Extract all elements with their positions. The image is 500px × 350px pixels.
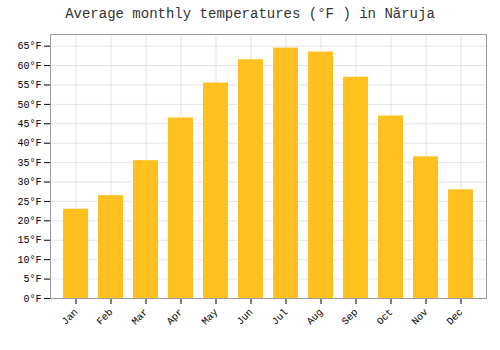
- svg-text:55°F: 55°F: [17, 80, 41, 91]
- svg-text:65°F: 65°F: [17, 41, 41, 52]
- html-text:Average monthly temperatures (: Average monthly temperatures (°F ) in Nă…: [65, 6, 435, 22]
- svg-text:35°F: 35°F: [17, 158, 41, 169]
- svg-text:40°F: 40°F: [17, 138, 41, 149]
- svg-text:Feb: Feb: [95, 307, 116, 328]
- svg-text:10°F: 10°F: [17, 255, 41, 266]
- svg-text:Jul: Jul: [270, 307, 291, 328]
- svg-text:0°F: 0°F: [23, 294, 41, 305]
- svg-text:Jun: Jun: [235, 307, 256, 328]
- svg-text:15°F: 15°F: [17, 235, 41, 246]
- svg-text:5°F: 5°F: [23, 274, 41, 285]
- svg-text:Oct: Oct: [375, 307, 396, 328]
- svg-text:Apr: Apr: [165, 307, 186, 328]
- svg-text:Dec: Dec: [445, 307, 466, 328]
- svg-text:Jan: Jan: [60, 307, 81, 328]
- svg-text:30°F: 30°F: [17, 177, 41, 188]
- svg-text:Sep: Sep: [340, 307, 361, 328]
- svg-text:25°F: 25°F: [17, 197, 41, 208]
- svg-text:Nov: Nov: [410, 307, 431, 328]
- svg-text:50°F: 50°F: [17, 100, 41, 111]
- svg-text:May: May: [200, 307, 221, 328]
- svg-text:20°F: 20°F: [17, 216, 41, 227]
- svg-text:Mar: Mar: [130, 307, 151, 328]
- svg-text:45°F: 45°F: [17, 119, 41, 130]
- svg-text:Aug: Aug: [305, 307, 326, 328]
- svg-text:60°F: 60°F: [17, 61, 41, 72]
